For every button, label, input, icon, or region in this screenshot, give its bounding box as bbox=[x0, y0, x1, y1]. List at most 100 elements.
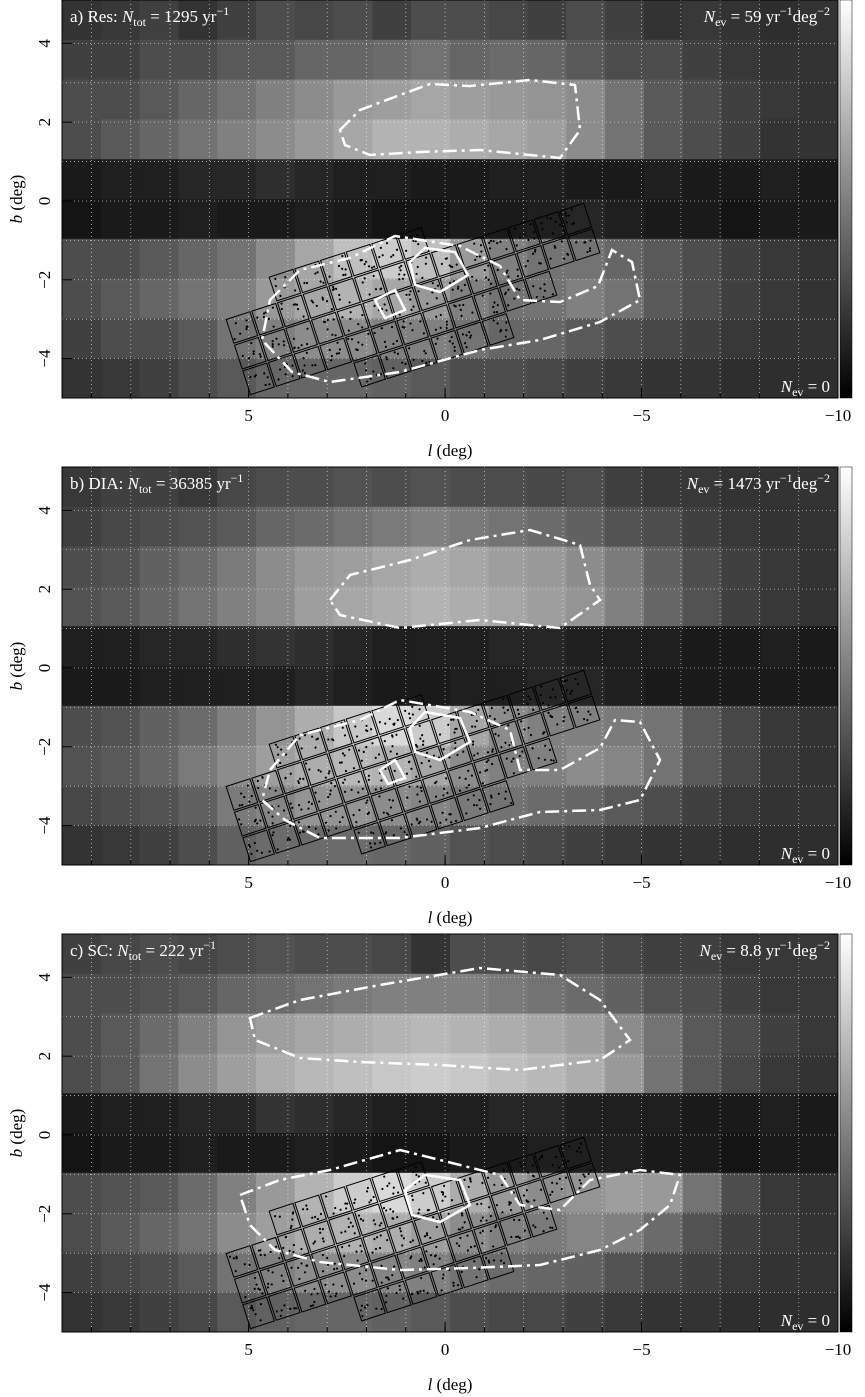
heat-cell bbox=[566, 626, 606, 667]
event-dot bbox=[541, 732, 545, 735]
heat-cell bbox=[721, 358, 761, 399]
event-dot bbox=[565, 679, 569, 682]
survey-field bbox=[345, 1177, 379, 1211]
event-dot bbox=[342, 273, 345, 277]
heat-cell bbox=[488, 1093, 529, 1134]
event-dot bbox=[527, 238, 530, 242]
event-dot bbox=[563, 715, 566, 719]
event-dot bbox=[447, 1212, 450, 1215]
y-axis-label-part: (deg) bbox=[7, 1109, 26, 1149]
heat-cell bbox=[760, 626, 800, 667]
heat-cell bbox=[488, 1212, 529, 1253]
heat-cell bbox=[139, 1013, 179, 1054]
event-dot bbox=[292, 1250, 295, 1254]
event-dot bbox=[398, 313, 401, 316]
event-dot bbox=[328, 275, 331, 278]
event-dot bbox=[565, 221, 569, 224]
heat-cell bbox=[605, 1172, 645, 1214]
event-dot bbox=[464, 777, 467, 780]
heat-cell bbox=[644, 1172, 684, 1214]
event-dot bbox=[489, 239, 493, 243]
event-dot bbox=[454, 727, 457, 731]
event-dot bbox=[305, 1204, 308, 1207]
heat-cell bbox=[799, 159, 839, 200]
event-dot bbox=[271, 1271, 274, 1274]
event-dot bbox=[465, 346, 468, 349]
event-dot bbox=[508, 1203, 511, 1206]
event-dot bbox=[450, 718, 453, 721]
heat-cell bbox=[62, 1212, 102, 1253]
event-dot bbox=[279, 761, 282, 765]
event-dot bbox=[423, 1266, 426, 1269]
event-dot bbox=[344, 273, 347, 276]
event-dot bbox=[545, 1217, 549, 1220]
event-dot bbox=[504, 790, 507, 793]
event-dot bbox=[549, 217, 552, 220]
survey-field bbox=[259, 1262, 293, 1296]
event-dot bbox=[420, 761, 423, 765]
heat-cell bbox=[799, 199, 839, 240]
event-dot bbox=[259, 1249, 262, 1252]
survey-field bbox=[567, 228, 601, 262]
event-dot bbox=[291, 806, 294, 809]
event-dot bbox=[271, 822, 274, 825]
heat-cell bbox=[644, 506, 684, 548]
survey-field bbox=[387, 1220, 421, 1254]
event-dot bbox=[494, 732, 497, 736]
event-dot bbox=[361, 343, 364, 346]
survey-field bbox=[533, 678, 567, 711]
event-dot bbox=[497, 792, 500, 795]
event-dot bbox=[502, 706, 505, 709]
survey-field bbox=[447, 295, 481, 329]
event-dot bbox=[371, 1251, 374, 1254]
survey-field bbox=[353, 821, 387, 855]
heat-cell bbox=[605, 973, 645, 1015]
event-dot bbox=[264, 311, 267, 314]
heat-cell bbox=[217, 1133, 257, 1174]
y-axis-label-part: b bbox=[7, 1149, 26, 1158]
event-dot bbox=[479, 807, 482, 810]
annotation-part: = 0 bbox=[803, 1311, 830, 1330]
event-dot bbox=[406, 796, 409, 799]
heat-cell bbox=[217, 1053, 257, 1094]
heat-cell bbox=[333, 825, 373, 866]
event-dot bbox=[422, 1192, 425, 1195]
event-dot bbox=[325, 300, 329, 303]
event-dot bbox=[411, 705, 414, 708]
event-dot bbox=[518, 288, 521, 292]
survey-field bbox=[378, 1280, 412, 1314]
event-dot bbox=[331, 333, 334, 336]
event-dot bbox=[275, 1310, 278, 1313]
event-dot bbox=[297, 346, 300, 350]
heat-cell bbox=[488, 785, 529, 826]
event-dot bbox=[458, 1244, 461, 1247]
event-dot bbox=[410, 767, 413, 770]
event-dot bbox=[362, 1219, 365, 1222]
heat-cell bbox=[760, 159, 800, 200]
heat-cell bbox=[62, 159, 102, 200]
survey-field bbox=[276, 761, 310, 795]
event-dot bbox=[487, 759, 490, 762]
event-dot bbox=[338, 293, 341, 297]
event-dot bbox=[353, 1201, 356, 1205]
heat-cell bbox=[605, 467, 645, 508]
heat-cell bbox=[799, 358, 839, 399]
survey-field bbox=[293, 345, 327, 379]
event-dot bbox=[402, 1297, 405, 1300]
event-dot bbox=[392, 723, 396, 726]
heat-cell bbox=[178, 238, 218, 280]
event-dot bbox=[414, 743, 418, 747]
event-dot bbox=[292, 337, 296, 340]
survey-field bbox=[559, 202, 593, 236]
contour bbox=[338, 78, 582, 160]
annotation-part: ev bbox=[715, 15, 726, 29]
event-dot bbox=[423, 1235, 427, 1238]
x-axis-label: l (deg) bbox=[428, 908, 473, 927]
event-dot bbox=[301, 1208, 305, 1211]
heat-cell bbox=[411, 467, 451, 508]
event-dot bbox=[245, 319, 248, 322]
event-dot bbox=[551, 1163, 554, 1167]
event-dot bbox=[574, 677, 577, 681]
event-dot bbox=[567, 214, 571, 217]
